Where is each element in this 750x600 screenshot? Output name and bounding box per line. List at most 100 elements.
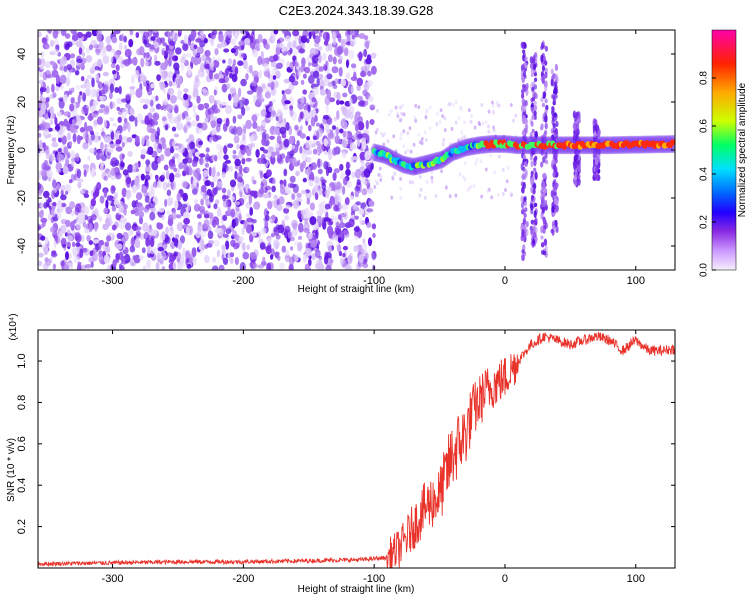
spectrogram-x-tick-label: 0	[502, 275, 508, 287]
spectrogram-cell	[287, 41, 293, 50]
spectrogram-cell	[533, 231, 537, 238]
spectrogram-cell	[141, 247, 146, 254]
spectrogram-cell	[216, 117, 223, 124]
spectrogram-cell	[73, 102, 77, 113]
spectrogram-cell	[306, 150, 313, 155]
spectrogram-cell	[193, 50, 198, 56]
spectrogram-cell	[225, 159, 231, 164]
spectrogram-cell	[366, 221, 372, 228]
spectrogram-cell	[140, 148, 147, 155]
spectrogram-cell	[58, 231, 64, 239]
spectrogram-cell	[342, 253, 346, 258]
spectrogram-cell	[532, 136, 537, 143]
spectrogram-cell	[345, 264, 352, 270]
spectrogram-cell	[141, 185, 148, 194]
spectrogram-cell	[404, 150, 407, 155]
spectrogram-cell	[441, 142, 445, 147]
spectrogram-cell	[552, 185, 556, 193]
spectrogram-cell	[83, 169, 87, 177]
spectrogram-cell	[273, 127, 280, 136]
spectrogram-cell	[123, 44, 128, 50]
spectrogram-cell	[153, 30, 158, 33]
spectrogram-cell	[463, 134, 466, 139]
spectrogram-cell	[284, 100, 291, 105]
spectrogram-cell	[273, 30, 279, 35]
spectrogram-cell	[394, 105, 398, 110]
spectrogram-cell	[43, 246, 49, 256]
spectrogram-cell	[121, 153, 125, 159]
spectrogram-cell	[94, 61, 98, 68]
spectrogram-cell	[299, 146, 303, 154]
spectrogram-cell	[309, 216, 317, 226]
spectrogram-cell	[226, 65, 232, 71]
spectrogram-cell	[90, 69, 95, 74]
spectrogram-cell	[75, 203, 82, 213]
spectrogram-cell	[540, 211, 544, 220]
spectrogram-cell	[54, 125, 61, 131]
spectrogram-cell	[63, 118, 68, 127]
spectrogram-cell	[170, 181, 174, 190]
spectrogram-cell	[124, 253, 131, 264]
spectrogram-cell	[116, 97, 123, 105]
spectrogram-cell	[245, 157, 252, 162]
spectrogram-cell	[542, 44, 546, 49]
spectrogram-cell	[388, 112, 391, 117]
spectrogram-cell	[278, 196, 285, 205]
spectrogram-cell	[241, 106, 246, 116]
spectrogram-cell	[544, 159, 549, 165]
spectrogram-cell	[242, 133, 246, 142]
spectrogram-cell	[509, 103, 513, 107]
spectrogram-cell	[239, 262, 246, 270]
spectrogram-cell	[339, 257, 345, 265]
spectrogram-cell	[343, 177, 348, 186]
spectrogram-cell	[322, 52, 327, 62]
spectrogram-cell	[114, 87, 120, 93]
spectrogram-cell	[458, 172, 462, 177]
spectrogram-cell	[314, 192, 319, 201]
spectrogram-cell	[531, 149, 535, 156]
spectrogram-cell	[376, 108, 379, 113]
spectrogram-cell	[238, 87, 242, 98]
spectrogram-cell	[65, 77, 71, 87]
spectrogram-cell	[203, 213, 210, 219]
spectrogram-cell	[81, 52, 86, 57]
spectrogram-cell	[249, 135, 255, 143]
spectrogram-cell	[180, 62, 185, 72]
spectrogram-cell	[48, 30, 52, 35]
spectrogram-cell	[119, 265, 125, 270]
spectrogram-cell	[492, 110, 495, 115]
spectrogram-cell	[597, 174, 601, 181]
spectrogram-cell	[341, 150, 347, 159]
spectrogram-cell	[135, 226, 142, 231]
spectrogram-cell	[553, 117, 558, 122]
spectrogram-cell	[74, 70, 80, 76]
spectrogram-cell	[292, 55, 297, 61]
spectrogram-cell	[40, 201, 44, 210]
spectrogram-cell	[311, 55, 319, 64]
spectrogram-cell	[115, 139, 122, 145]
spectrogram-cell	[38, 152, 42, 158]
spectrogram-cell	[323, 255, 329, 265]
spectrogram-cell	[222, 164, 229, 173]
spectrogram-cell	[173, 167, 177, 172]
spectrogram-cell	[182, 43, 189, 52]
spectrogram-cell	[167, 218, 174, 227]
spectrogram-cell	[529, 56, 533, 64]
spectrogram-cell	[344, 47, 349, 57]
spectrogram-cell	[154, 120, 159, 126]
spectrogram-cell	[332, 172, 337, 181]
spectrogram-cell	[417, 132, 421, 137]
spectrogram-cell	[285, 249, 290, 256]
spectrogram-cell	[332, 216, 339, 224]
spectrogram-cell	[430, 175, 434, 180]
spectrogram-cell	[321, 208, 327, 213]
spectrogram-cell	[210, 120, 217, 125]
spectrogram-cell	[195, 114, 200, 122]
spectrogram-cell	[52, 92, 57, 98]
spectrogram-cell	[313, 185, 319, 193]
spectrogram-cell	[354, 230, 359, 237]
spectrogram-cell	[323, 160, 329, 170]
spectrogram-cell	[434, 193, 438, 198]
spectrogram-cell	[129, 245, 136, 253]
spectrogram-cell	[46, 170, 54, 178]
